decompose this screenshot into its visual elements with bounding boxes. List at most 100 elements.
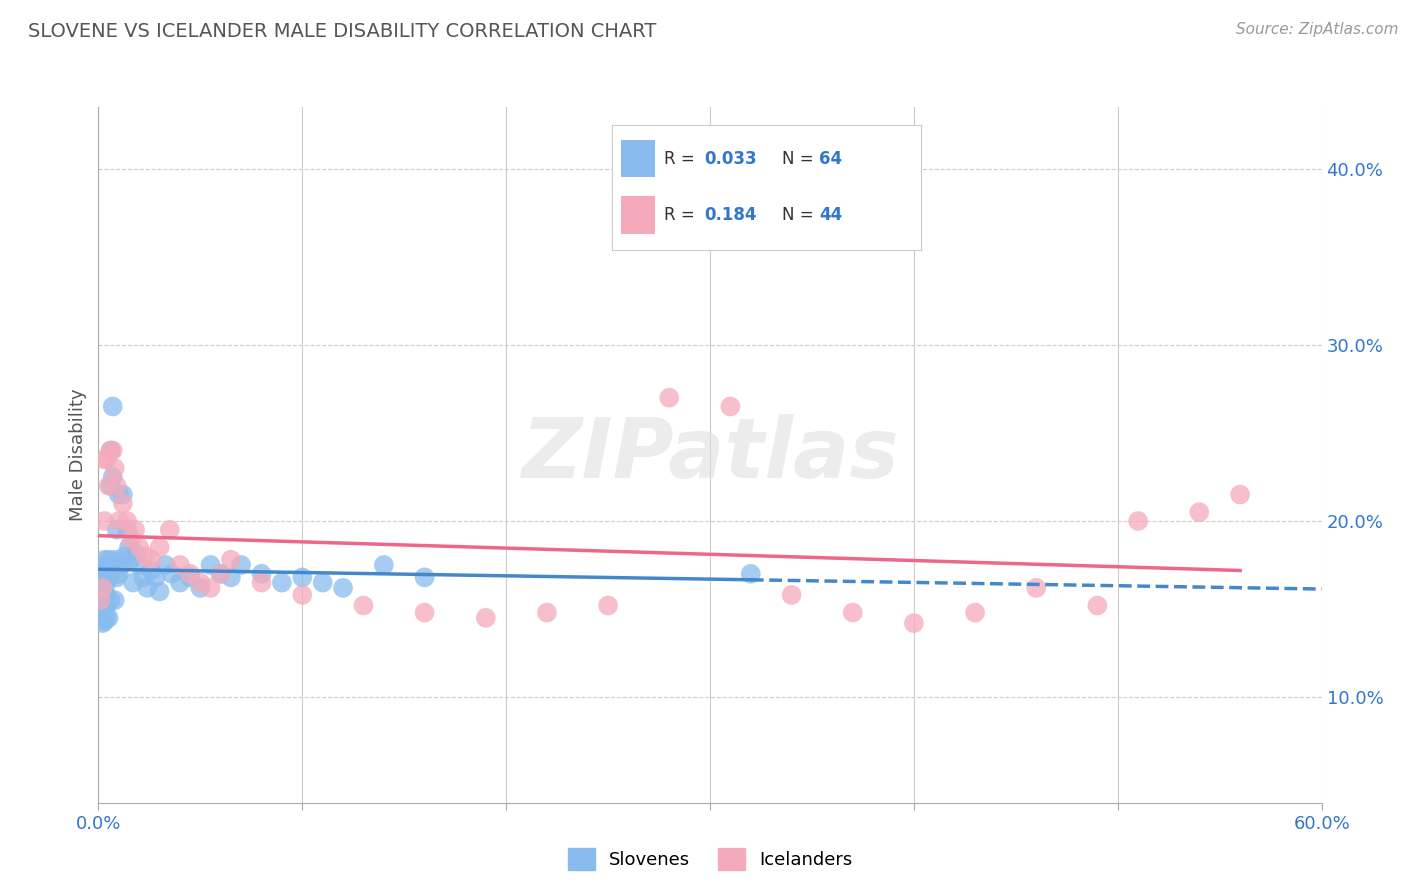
Point [903,616,925,631]
Point [780,588,803,602]
Point [1025,581,1047,595]
Text: SLOVENE VS ICELANDER MALE DISABILITY CORRELATION CHART: SLOVENE VS ICELANDER MALE DISABILITY COR… [28,22,657,41]
Point [332,581,354,595]
Point [352,599,374,613]
Point [108,566,131,581]
Point [291,570,314,584]
Point [110,558,132,572]
Point [100,593,122,607]
Point [108,514,131,528]
Point [128,541,150,555]
Point [179,570,201,584]
Point [141,563,163,577]
Point [134,549,156,564]
Point [231,558,253,572]
Point [105,570,128,584]
Point [91,566,114,581]
Bar [621,140,655,178]
Point [536,606,558,620]
Point [598,599,620,613]
Point [93,588,115,602]
Point [89,602,111,616]
Bar [621,196,655,234]
Point [105,479,128,493]
Text: N =: N = [782,150,818,168]
Point [122,575,145,590]
Point [169,575,191,590]
Point [91,616,114,631]
Point [250,575,273,590]
Point [1229,487,1251,501]
Text: 44: 44 [818,206,842,224]
Point [96,558,118,572]
Point [124,546,146,560]
Point [136,581,159,595]
Point [91,593,114,607]
Point [96,599,118,613]
Point [101,443,124,458]
Point [91,581,114,595]
Point [93,602,115,616]
Point [1085,599,1108,613]
Point [104,552,127,566]
Point [101,400,124,414]
Point [124,523,146,537]
Point [93,615,115,629]
Point [219,552,242,566]
Point [128,558,150,572]
Point [841,606,863,620]
Point [720,400,742,414]
Point [100,479,122,493]
Point [209,566,232,581]
Point [188,581,212,595]
Point [159,523,181,537]
Point [114,549,136,564]
Point [108,487,131,501]
Point [115,514,138,528]
Text: 0.184: 0.184 [704,206,756,224]
Point [91,584,114,599]
Point [141,552,163,566]
Point [96,588,118,602]
Point [104,461,127,475]
Point [250,566,273,581]
Text: N =: N = [782,206,818,224]
Y-axis label: Male Disability: Male Disability [69,389,87,521]
Point [104,593,127,607]
Point [179,566,201,581]
Point [89,611,111,625]
Point [97,552,120,566]
Point [105,523,128,537]
Point [89,575,111,590]
Point [93,514,115,528]
Point [474,611,498,625]
Point [111,487,134,501]
Point [155,558,177,572]
Text: R =: R = [664,206,700,224]
Point [96,452,118,467]
Text: ZIPatlas: ZIPatlas [522,415,898,495]
Point [93,452,115,467]
Legend: Slovenes, Icelanders: Slovenes, Icelanders [561,841,859,877]
Point [219,570,242,584]
Point [291,588,314,602]
Point [118,541,141,555]
Point [200,558,222,572]
Point [120,552,142,566]
Text: Source: ZipAtlas.com: Source: ZipAtlas.com [1236,22,1399,37]
Point [91,606,114,620]
Point [1128,514,1150,528]
Point [120,532,142,546]
Point [658,391,681,405]
Point [96,575,118,590]
Point [209,566,232,581]
Point [132,570,155,584]
Point [413,570,436,584]
Point [965,606,987,620]
Point [200,581,222,595]
Point [373,558,395,572]
Point [160,566,183,581]
Point [93,552,115,566]
Point [312,575,335,590]
Point [93,570,115,584]
